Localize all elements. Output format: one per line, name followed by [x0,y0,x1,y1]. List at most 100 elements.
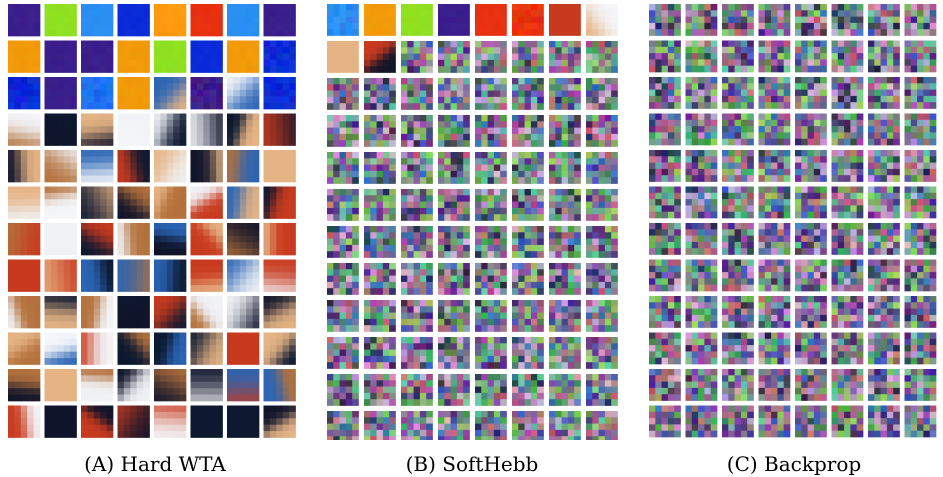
filter-tile [117,77,150,110]
filter-tile [512,226,544,258]
filter-tile [795,186,827,219]
filter-tile [44,405,77,438]
filter-tile [263,150,296,183]
filter-tile [904,186,937,219]
filter-tile [190,186,223,219]
filter-tile [364,337,396,369]
filter-tile [227,405,260,438]
filter-tile [685,296,718,328]
filter-tile [227,369,260,402]
filter-tile [117,223,150,256]
filter-tile [758,332,791,365]
filter-tile [438,337,470,369]
filter-tile [81,369,114,402]
filter-tile [8,186,41,219]
filter-tile [401,411,433,440]
filter-tile [722,186,754,219]
filter-tile [117,259,150,292]
filter-tile [117,4,150,37]
filter-tile [512,115,544,147]
filter-tile [649,40,681,73]
filter-tile [831,405,864,438]
filter-tile [190,77,223,110]
filter-tile [327,411,359,440]
filter-tile [154,77,187,110]
filter-tile [685,405,718,438]
filter-tile [154,4,187,37]
filter-tile [190,369,223,402]
filter-tile [758,113,791,146]
filter-tile [831,113,864,146]
filter-tile [868,150,900,182]
filter-tile [722,223,754,255]
filter-tile [327,4,359,36]
filter-tile [154,332,187,365]
filter-tile [758,369,791,401]
filter-tile [44,332,77,365]
filter-tile [649,332,681,365]
filter-tile [586,4,618,36]
filter-tile [8,113,41,146]
filter-tile [795,296,827,328]
filter-tile [438,226,470,258]
filter-tile [586,411,618,440]
filter-tile [44,186,77,219]
filter-tile [117,369,150,402]
filter-tile [649,4,681,36]
filter-tile [758,405,791,438]
filter-tile [831,40,864,73]
filter-tile [722,40,754,73]
filter-tile [904,259,937,292]
filter-tile [475,300,507,332]
filter-tile [868,223,900,255]
filter-tile [81,77,114,110]
filter-tile [263,186,296,219]
filter-tile [868,259,900,292]
filter-tile [364,41,396,73]
filter-tile [364,4,396,36]
filter-tile [327,263,359,295]
filter-tile [758,296,791,328]
filter-tile [44,77,77,110]
filter-tile [364,78,396,110]
filter-tile [904,223,937,255]
filter-tile [685,77,718,109]
filter-tile [327,300,359,332]
filter-tile [117,40,150,73]
filter-tile [795,40,827,73]
filter-tile [475,41,507,73]
filter-tile [190,4,223,37]
filter-tile [868,40,900,73]
filter-tile [154,113,187,146]
filter-tile [758,150,791,182]
filter-tile [868,113,900,146]
filter-tile [8,332,41,365]
filter-tile [904,369,937,401]
filter-tile [831,369,864,401]
filter-tile [549,337,581,369]
filter-tile [758,259,791,292]
filter-tile [81,296,114,329]
filter-tile [401,4,433,36]
filter-tile [475,189,507,221]
filter-tile [154,40,187,73]
filter-tile [795,259,827,292]
filter-tile [8,223,41,256]
filter-tile [831,4,864,36]
filter-tile [475,4,507,36]
filter-tile [868,77,900,109]
filter-tile [549,152,581,184]
filter-tile [44,296,77,329]
filter-tile [401,374,433,406]
filter-tile [81,332,114,365]
filter-tile [401,115,433,147]
filter-tile [722,296,754,328]
filter-tile [512,41,544,73]
filter-tile [8,259,41,292]
panel-c [645,0,943,440]
filter-tile [438,374,470,406]
filter-tile [327,189,359,221]
filter-tile [649,405,681,438]
filter-tile [364,374,396,406]
filter-tile [8,40,41,73]
